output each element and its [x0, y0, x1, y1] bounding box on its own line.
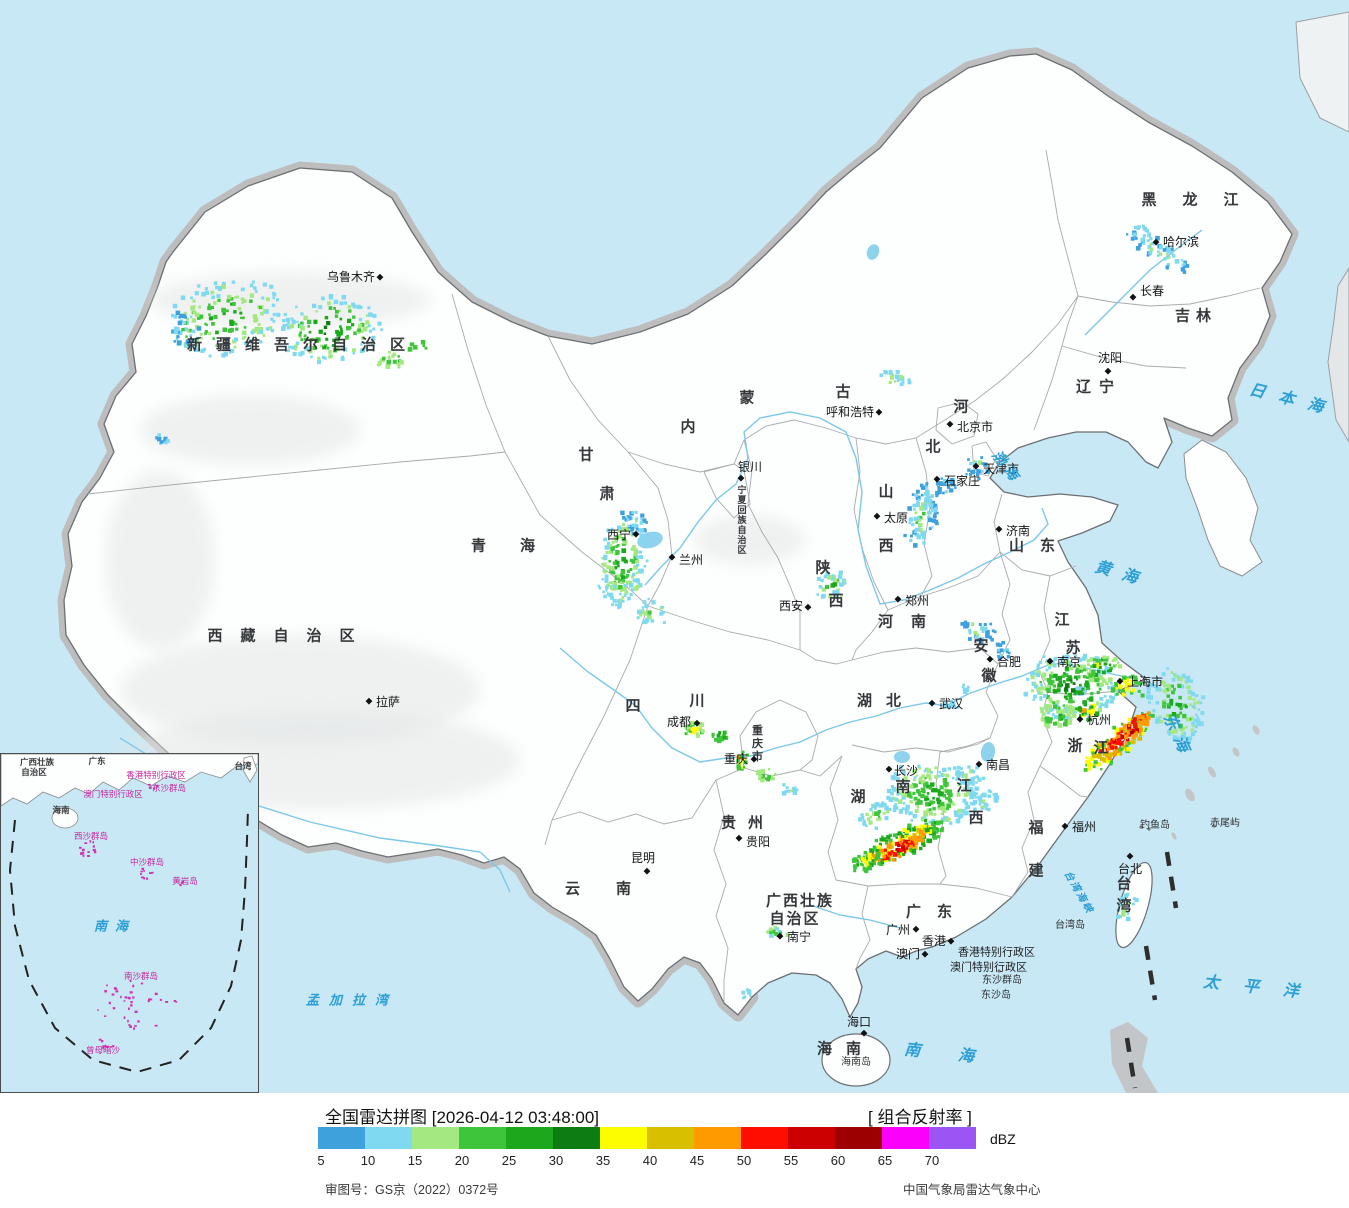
terrain-shading — [140, 395, 360, 465]
hainan-island — [821, 1033, 891, 1087]
ryukyu-island — [1208, 766, 1216, 778]
inset-island-dots — [79, 783, 184, 1049]
ryukyu-island — [1232, 747, 1240, 757]
small-island-dot — [1147, 827, 1151, 831]
legend-value: 70 — [924, 1153, 940, 1168]
legend-color-swatch — [318, 1127, 365, 1149]
luzon-island — [1110, 1022, 1158, 1093]
ryukyu-island — [1171, 832, 1177, 840]
data-source: 中国气象局雷达气象中心 — [903, 1183, 1041, 1197]
lake — [894, 751, 910, 763]
legend-color-swatch — [788, 1127, 835, 1149]
foreign-land-ne — [1295, 11, 1349, 133]
legend-color-swatch — [929, 1127, 976, 1149]
terrain-shading — [105, 470, 215, 650]
terrain-shading — [695, 515, 805, 565]
national-boundary-dashes — [1124, 851, 1179, 1089]
legend-color-swatch — [882, 1127, 929, 1149]
inset-taiwan — [242, 755, 258, 783]
inset-ocean — [1, 754, 258, 1092]
map-approval-number: 审图号：GS京（2022）0372号 — [325, 1183, 499, 1197]
korea-landmass — [1183, 439, 1263, 577]
legend-color-swatch — [365, 1127, 412, 1149]
legend-value: 15 — [407, 1153, 423, 1168]
legend-color-swatch — [553, 1127, 600, 1149]
small-island-dot — [1139, 825, 1143, 829]
inset-nine-dash-line — [8, 807, 249, 1074]
legend-value: 60 — [830, 1153, 846, 1168]
legend-color-swatch — [647, 1127, 694, 1149]
legend-value: 45 — [689, 1153, 705, 1168]
dbz-scale-values: 5 10 15 20 25 30 35 40 45 50 55 60 65 70 — [317, 1153, 1018, 1169]
legend-color-swatch — [600, 1127, 647, 1149]
legend-color-swatch — [694, 1127, 741, 1149]
legend-value: 25 — [501, 1153, 517, 1168]
ryukyu-island — [1252, 725, 1260, 735]
legend-value: 40 — [642, 1153, 658, 1168]
small-island-dot — [1212, 824, 1216, 828]
radar-echo-layer — [155, 224, 1206, 1000]
ryukyu-island — [1185, 788, 1195, 802]
province-borders — [87, 149, 1261, 1002]
product-name: [ 组合反射率 ] — [868, 1108, 972, 1127]
legend-color-swatch — [506, 1127, 553, 1149]
lake — [866, 244, 880, 260]
dbz-unit: dBZ — [990, 1131, 1016, 1147]
legend-value: 65 — [877, 1153, 893, 1168]
china-radar-map: 黑龙江 吉林 辽宁内蒙古新疆维吾尔自治区 西藏自治区 青海甘肃陕西山西河北山东 河南江苏安… — [0, 0, 1349, 1093]
inset-mainland — [1, 754, 258, 807]
map-title: 全国雷达拼图 [2026-04-12 03:48:00] — [325, 1108, 600, 1127]
legend-value: 30 — [548, 1153, 564, 1168]
south-china-sea-inset: 广西壮族 自治区 广东 海南 台湾 香港特别行政区 澳门特别行政区 东沙群岛 西沙群岛 中沙群岛黄… — [0, 753, 259, 1093]
legend-panel: 全国雷达拼图 [2026-04-12 03:48:00] [ 组合反射率 ] 5… — [0, 1093, 1349, 1208]
legend-color-swatch — [741, 1127, 788, 1149]
legend-value: 20 — [454, 1153, 470, 1168]
legend-color-swatch — [835, 1127, 882, 1149]
lake — [980, 742, 996, 762]
legend-value: 55 — [783, 1153, 799, 1168]
legend-value: 35 — [595, 1153, 611, 1168]
small-island-dot — [997, 969, 1001, 973]
legend-value: 10 — [360, 1153, 376, 1168]
legend-color-swatch — [412, 1127, 459, 1149]
japan-coast — [1327, 267, 1349, 443]
dbz-colorbar — [318, 1127, 976, 1149]
legend-value: 50 — [736, 1153, 752, 1168]
inset-hainan — [51, 807, 79, 829]
inset-canvas — [1, 754, 258, 1092]
legend-color-swatch — [459, 1127, 506, 1149]
legend-value: 5 — [317, 1153, 325, 1168]
